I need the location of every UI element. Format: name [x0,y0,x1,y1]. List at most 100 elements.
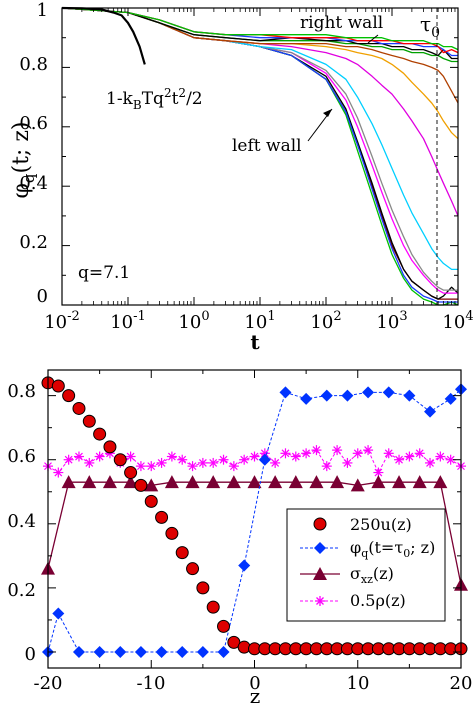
sigma-point [82,475,97,489]
phi-point [134,645,147,658]
legend-label-rho: 0.5ρ(z) [350,591,406,610]
phi-point [382,386,395,399]
right-wall-label: right wall [300,13,383,33]
sigma-point [309,475,324,489]
sigma-point [185,475,200,489]
phi-point [300,392,313,405]
bot-ytick-0.2: 0.2 [7,580,36,601]
bot-xtick--20: -20 [34,673,63,694]
sigma-point [144,478,159,492]
sigma-point [206,475,221,489]
u-point [82,414,96,428]
rho-point [218,454,229,465]
rho-point [280,448,291,459]
phi-point [52,607,65,620]
top-ylabel: φq(t; z) [9,121,38,198]
phi-point [320,389,333,402]
top-panel: 0 0.2 0.4 0.6 0.8 1 10-2 10-1 100 101 102 103… [9,0,474,354]
legend-marker-phi [314,542,326,554]
top-ytick-0: 0 [37,286,48,307]
bot-ytick-0.6: 0.6 [7,446,36,467]
sigma-point [412,475,427,489]
u-point [206,600,220,614]
u-point [217,619,231,633]
top-xlabel: t [250,330,260,354]
bot-xtick-0: 0 [249,673,260,694]
rho-point [394,454,405,465]
bot-ytick-0: 0 [25,644,36,665]
top-xtick-labels: 10-2 10-1 100 101 102 103 104 [44,309,473,333]
phi-point [196,645,209,658]
u-point [175,546,189,560]
phi-point [258,453,271,466]
fit-curve-line [61,6,146,65]
top-ytick-1: 1 [37,0,48,21]
top-ytick-0.2: 0.2 [19,232,48,253]
legend-label-phi: φq(t=τ0; z) [350,538,435,560]
rho-point [249,451,260,462]
u-point [144,494,158,508]
sigma-point [288,475,303,489]
top-xtick-label: 10-2 [44,309,80,333]
sigma-point [164,475,179,489]
bot-ytick-0.8: 0.8 [7,381,36,402]
rho-point [342,457,353,468]
legend-marker-u [313,517,327,531]
phi-point [155,645,168,658]
sigma-point [123,475,138,489]
phi-point [424,405,437,418]
rho-point [53,467,64,478]
bot-xtick-20: 20 [450,673,473,694]
rho-point [332,445,343,456]
bottom-ticks [47,370,462,668]
rho-point [208,457,219,468]
rho-point [259,448,270,459]
top-series-group [61,6,459,306]
top-xtick-label: 100 [178,309,209,333]
legend-box [286,508,446,622]
sigma-point [247,475,262,489]
phi-point [341,389,354,402]
bottom-panel: 0 0.2 0.4 0.6 0.8 -20 -10 0 10 20 z 250u… [7,369,473,705]
rho-point [135,461,146,472]
rho-point [239,454,250,465]
sigma-point [371,475,386,489]
phi-point [217,645,230,658]
bot-xtick-10: 10 [347,673,370,694]
rho-point [270,457,281,468]
rho-point [177,454,188,465]
top-xtick-label: 103 [376,309,407,333]
top-ytick-0.4: 0.4 [19,173,48,194]
bottom-series-group [41,376,468,658]
rho-point [414,448,425,459]
rho-point [373,467,384,478]
phi-point [238,559,251,572]
fit-formula: 1-kBTq2t2/2 [106,86,203,112]
rho-point [166,451,177,462]
phi-point [176,645,189,658]
sigma-point [350,478,365,492]
u-point [93,427,107,441]
top-series-line-8 [61,7,459,140]
sigma-point [392,475,407,489]
legend-marker-sigma [313,567,327,580]
top-xtick-label: 104 [442,309,473,333]
top-xtick-label: 101 [244,309,275,333]
rho-point [197,457,208,468]
rho-point [383,448,394,459]
bot-xlabel: z [250,684,261,705]
u-point [103,440,117,454]
rho-point [311,445,322,456]
phi-point [93,645,106,658]
sigma-point [226,475,241,489]
rho-point [404,451,415,462]
rho-point [352,448,363,459]
u-point [165,526,179,540]
right-wall-arrow [367,34,379,44]
phi-point [403,389,416,402]
bot-xtick--10: -10 [137,673,166,694]
u-point [124,466,138,480]
sigma-point [102,475,117,489]
rho-point [94,451,105,462]
